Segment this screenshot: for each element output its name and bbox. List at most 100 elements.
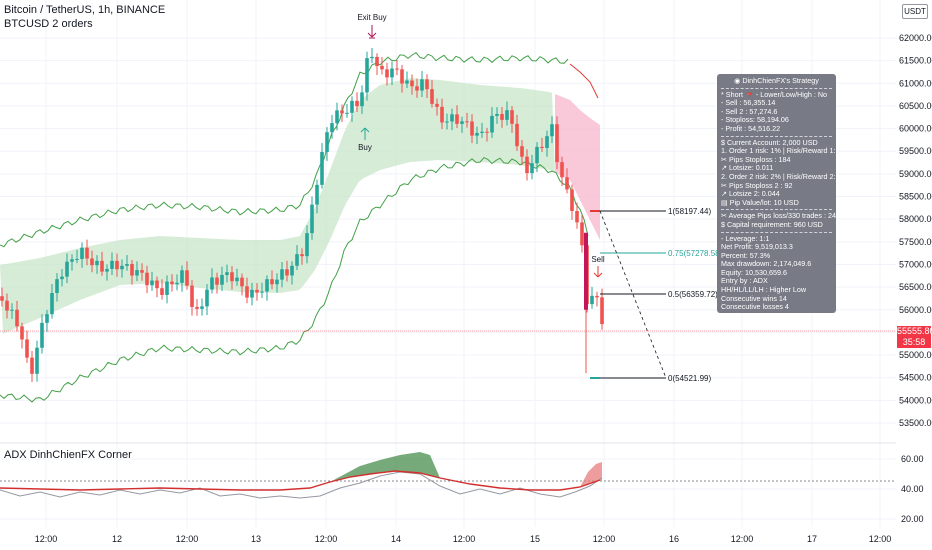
info-line: ✂ Average Pips loss/330 trades : 24 (721, 211, 836, 221)
price-tick-label: 56000.00 (899, 305, 932, 315)
candle-body (260, 291, 264, 293)
candle-body (590, 295, 594, 305)
candle-body (95, 260, 99, 266)
price-tick-label: 60000.00 (899, 124, 932, 134)
candle-body (455, 114, 459, 124)
candle-body (135, 270, 139, 276)
band-fill (0, 78, 555, 334)
info-panel-title: ◉ DinhChienFX's Strategy (734, 76, 819, 85)
candle-body (250, 289, 254, 298)
candle-body (320, 152, 324, 185)
candle-body (490, 115, 494, 133)
candle-body (575, 211, 579, 223)
currency-badge[interactable]: USDT (902, 4, 928, 19)
candle-body (205, 289, 209, 307)
time-axis[interactable]: 12:00 12 12:00 13 12:00 14 12:00 15 12:00 16 12:00… (35, 534, 892, 544)
sell-marker: Sell (591, 255, 605, 278)
candle-body (520, 146, 524, 157)
info-line: * Short 🔻 - Lower/Low/High : No (721, 89, 828, 99)
candle-body (580, 222, 584, 246)
order-levels: 1(58197.44) 0.75(57278.58) 0.5(56359.72)… (590, 207, 723, 383)
candle-body (435, 103, 439, 107)
info-line: $ Capital requirement: 960 USD (721, 219, 823, 229)
candle-body (470, 121, 474, 136)
candle-body (370, 56, 374, 59)
candle-body (175, 282, 179, 285)
price-tick-label: 61500.00 (899, 56, 932, 66)
candle-body (380, 66, 384, 70)
candle-body (85, 247, 89, 259)
candle-body (220, 274, 224, 285)
candle-body-sell (584, 232, 588, 310)
candle-body (485, 131, 489, 133)
price-tick-label: 54000.00 (899, 395, 932, 405)
time-tick-label: 12:00 (176, 534, 199, 544)
candle-body (295, 254, 299, 266)
candle-body (385, 69, 389, 78)
candle-body (245, 286, 249, 298)
adx-fill-up (330, 452, 440, 482)
indicator-title[interactable]: ADX DinhChienFX Corner (4, 449, 132, 461)
candle-body (165, 281, 169, 295)
info-line: ▤ Pip Value/lot: 10 USD (721, 197, 799, 207)
candle-body (335, 110, 339, 124)
candle-body (480, 131, 484, 133)
time-tick-label: 12:00 (869, 534, 892, 544)
time-tick-label: 12:00 (315, 534, 338, 544)
candle-body (170, 281, 174, 285)
candle-body (315, 184, 319, 205)
candle-body (180, 270, 184, 283)
candle-body (140, 270, 144, 273)
candle-body (305, 233, 309, 257)
time-tick-label: 17 (807, 534, 817, 544)
exit-buy-label: Exit Buy (357, 13, 386, 22)
adx-indicator (0, 452, 896, 499)
candle-body (510, 110, 514, 124)
lower-band-line (0, 156, 589, 403)
candle-body (5, 300, 9, 311)
candle-body (440, 106, 444, 123)
candle-body (160, 288, 164, 295)
level-0-label: 0(54521.99) (668, 374, 711, 383)
candle-body (270, 279, 274, 285)
candle-body (265, 279, 269, 292)
price-tick-label: 62000.00 (899, 33, 932, 43)
candle-body (150, 280, 154, 286)
candle-body (355, 100, 359, 107)
candle-body (110, 260, 114, 269)
strategy-subtitle[interactable]: BTCUSD 2 orders (4, 18, 93, 30)
symbol-title[interactable]: Bitcoin / TetherUS, 1h, BINANCE (4, 4, 166, 16)
candle-body (460, 121, 464, 124)
candle-body (125, 264, 129, 266)
candle-body (25, 339, 29, 358)
adx-signal-line (0, 471, 603, 499)
price-axis[interactable]: 62000.00 61500.00 61000.00 60500.00 60000.00… (899, 33, 932, 428)
candle-body (525, 156, 529, 174)
candle-body (500, 113, 504, 120)
candle-body (540, 146, 544, 148)
adx-main-line (0, 470, 601, 491)
candle-body (390, 68, 394, 78)
info-line: ✂ Pips Stoploss : 184 (721, 154, 791, 164)
indicator-axis[interactable]: 60.00 40.00 20.00 (901, 454, 924, 524)
price-tick-label: 60500.00 (899, 101, 932, 111)
candle-body (345, 112, 349, 114)
info-line: Percent: 57.3% (721, 250, 771, 260)
candle-body (395, 68, 399, 70)
info-panel-title-text: DinhChienFX's Strategy (742, 76, 819, 85)
candle-body (505, 110, 509, 120)
candle-body (365, 58, 369, 93)
candle-body (120, 265, 124, 270)
time-tick-label: 12:00 (731, 534, 754, 544)
candle-body (340, 110, 344, 114)
candle-body (130, 264, 134, 276)
price-tick-label: 58000.00 (899, 214, 932, 224)
info-lines-b: $ Current Account: 2,000 USD 1. Order 1 r… (721, 138, 836, 208)
candle-body (215, 277, 219, 285)
candle-body (55, 279, 59, 293)
time-tick-label: 12 (112, 534, 122, 544)
level-1-label: 1(58197.44) (668, 207, 711, 216)
info-lines-d: - Leverage: 1:1 Net Profit: 9,519,013.3 Pe… (721, 234, 832, 312)
candle-body (240, 277, 244, 287)
